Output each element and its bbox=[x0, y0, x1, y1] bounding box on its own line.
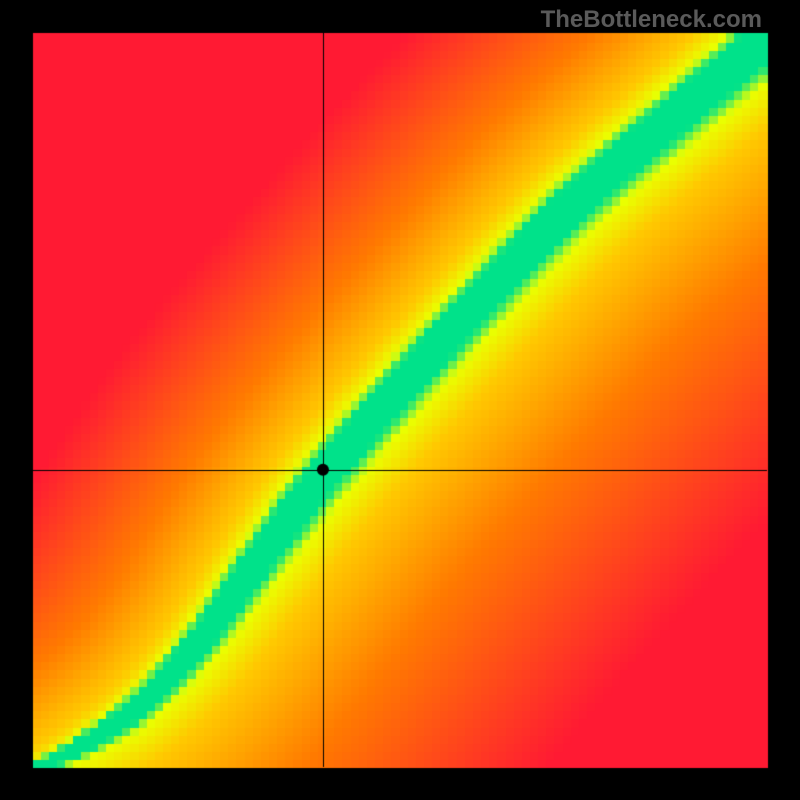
watermark-text: TheBottleneck.com bbox=[541, 6, 762, 34]
chart-container: TheBottleneck.com bbox=[0, 0, 800, 800]
bottleneck-heatmap bbox=[0, 0, 800, 800]
